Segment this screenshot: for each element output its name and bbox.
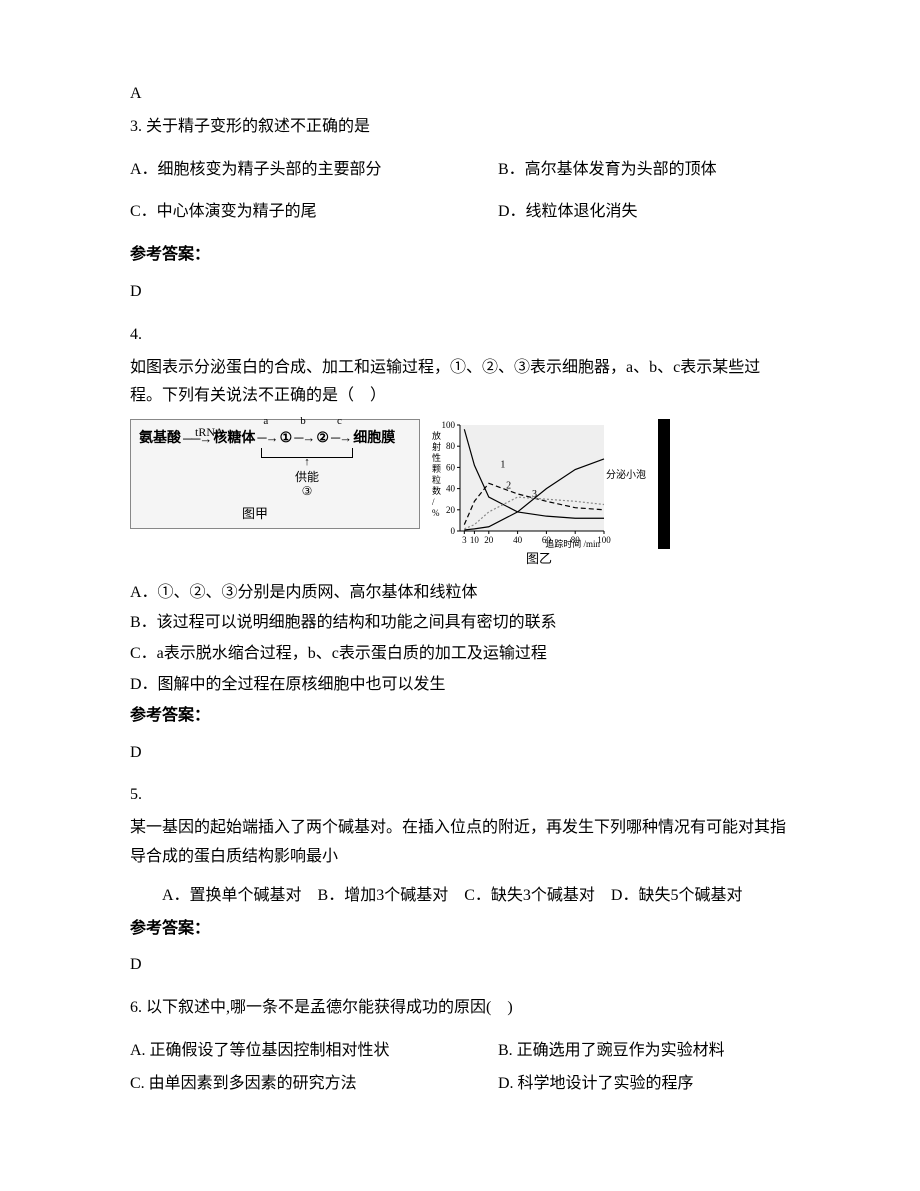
- q6-num: 6.: [130, 999, 142, 1016]
- svg-text:20: 20: [484, 535, 494, 545]
- svg-text:射: 射: [432, 441, 441, 452]
- svg-text:3: 3: [462, 535, 467, 545]
- svg-text:分泌小泡: 分泌小泡: [606, 468, 646, 481]
- a-label: a: [263, 412, 268, 432]
- q6-opt-c: C. 由单因素到多因素的研究方法: [130, 1070, 450, 1099]
- svg-text:80: 80: [446, 441, 456, 451]
- svg-text:性: 性: [432, 452, 441, 463]
- q3-opt-a: A．细胞核变为精子头部的主要部分: [130, 156, 450, 185]
- q6-opt-d: D. 科学地设计了实验的程序: [498, 1070, 694, 1099]
- q5-stem: 某一基因的起始端插入了两个碱基对。在插入位点的附近，再发生下列哪种情况有可能对其…: [130, 814, 790, 872]
- q3-opt-b: B．高尔基体发育为头部的顶体: [498, 156, 717, 185]
- q3-opt-d: D．线粒体退化消失: [498, 198, 638, 227]
- svg-text:10: 10: [470, 535, 480, 545]
- b-label: b: [300, 412, 306, 432]
- q6-stem-text: 以下叙述中,哪一条不是孟德尔能获得成功的原因( ): [146, 999, 513, 1016]
- svg-text:20: 20: [446, 505, 456, 515]
- q5-num: 5.: [130, 781, 790, 810]
- svg-text:放: 放: [432, 430, 441, 441]
- q6-stem: 6. 以下叙述中,哪一条不是孟德尔能获得成功的原因( ): [130, 994, 790, 1023]
- q5-answer-label: 参考答案：: [130, 915, 790, 944]
- amino-label: 氨基酸: [139, 426, 181, 451]
- svg-text:40: 40: [446, 484, 456, 494]
- q3-opt-c: C．中心体演变为精子的尾: [130, 198, 450, 227]
- svg-text:粒: 粒: [432, 474, 441, 485]
- q3-num: 3.: [130, 118, 142, 135]
- q5-answer: D: [130, 951, 790, 980]
- svg-text:数: 数: [432, 485, 441, 496]
- chart-svg: 02040608010031020406080100放射性颗粒数/%追踪时间 /…: [424, 419, 654, 549]
- q3-stem: 3. 关于精子变形的叙述不正确的是: [130, 113, 790, 142]
- svg-text:颗: 颗: [432, 464, 441, 474]
- figure-jia-caption: 图甲: [139, 502, 411, 525]
- flow-row: 氨基酸 ──→ 核糖体 a ─→ ① b ─→ ② c ─→ 细胞膜: [139, 426, 411, 451]
- figure-yi-caption: 图乙: [424, 547, 654, 570]
- supply-label: 供能: [295, 470, 319, 484]
- svg-text:2: 2: [506, 481, 511, 492]
- svg-text:0: 0: [451, 526, 456, 536]
- q6-opts-row2: C. 由单因素到多因素的研究方法 D. 科学地设计了实验的程序: [130, 1070, 790, 1099]
- svg-text:追踪时间 /min: 追踪时间 /min: [545, 538, 600, 549]
- q4-opt-c: C．a表示脱水缩合过程，b、c表示蛋白质的加工及运输过程: [130, 640, 790, 669]
- membrane-label: 细胞膜: [353, 426, 395, 451]
- q4-answer: D: [130, 739, 790, 768]
- q4-opt-a: A．①、②、③分别是内质网、高尔基体和线粒体: [130, 579, 790, 608]
- q4-figure: tRNA 氨基酸 ──→ 核糖体 a ─→ ① b ─→ ② c ─→ 细胞膜: [130, 419, 790, 570]
- arrow-icon: ─→: [331, 430, 351, 445]
- q5-opts: A．置换单个碱基对 B．增加3个碱基对 C．缺失3个碱基对 D．缺失5个碱基对: [130, 882, 790, 911]
- up-arrow-icon: ↑: [304, 456, 310, 469]
- arrow-icon: ─→: [257, 430, 277, 445]
- circle3-label: ③: [302, 484, 313, 498]
- arrow-icon: ─→: [294, 430, 314, 445]
- svg-text:%: %: [432, 508, 440, 518]
- q3-answer: D: [130, 278, 790, 307]
- c-label: c: [337, 412, 342, 432]
- prev-answer: A: [130, 80, 790, 109]
- figure-yi: 02040608010031020406080100放射性颗粒数/%追踪时间 /…: [424, 419, 654, 570]
- q6-opts-row1: A. 正确假设了等位基因控制相对性状 B. 正确选用了豌豆作为实验材料: [130, 1037, 790, 1066]
- svg-text:40: 40: [513, 535, 523, 545]
- q4-opt-d: D．图解中的全过程在原核细胞中也可以发生: [130, 671, 790, 700]
- q3-stem-text: 关于精子变形的叙述不正确的是: [146, 118, 370, 135]
- q6-opt-a: A. 正确假设了等位基因控制相对性状: [130, 1037, 450, 1066]
- svg-text:3: 3: [532, 489, 537, 500]
- q3-opts-row2: C．中心体演变为精子的尾 D．线粒体退化消失: [130, 198, 790, 227]
- q4-stem: 如图表示分泌蛋白的合成、加工和运输过程，①、②、③表示细胞器，a、b、c表示某些…: [130, 354, 790, 412]
- svg-text:60: 60: [446, 463, 456, 473]
- q6-opt-b: B. 正确选用了豌豆作为实验材料: [498, 1037, 725, 1066]
- trna-label: tRNA: [195, 422, 224, 444]
- svg-text:100: 100: [442, 420, 456, 430]
- figure-side-bar: [658, 419, 670, 549]
- figure-jia: tRNA 氨基酸 ──→ 核糖体 a ─→ ① b ─→ ② c ─→ 细胞膜: [130, 419, 420, 529]
- q4-opt-b: B．该过程可以说明细胞器的结构和功能之间具有密切的联系: [130, 609, 790, 638]
- q4-answer-label: 参考答案：: [130, 702, 790, 731]
- svg-text:/: /: [432, 497, 435, 507]
- q3-answer-label: 参考答案：: [130, 241, 790, 270]
- svg-text:1: 1: [500, 460, 505, 471]
- q3-opts-row1: A．细胞核变为精子头部的主要部分 B．高尔基体发育为头部的顶体: [130, 156, 790, 185]
- q4-num: 4.: [130, 321, 790, 350]
